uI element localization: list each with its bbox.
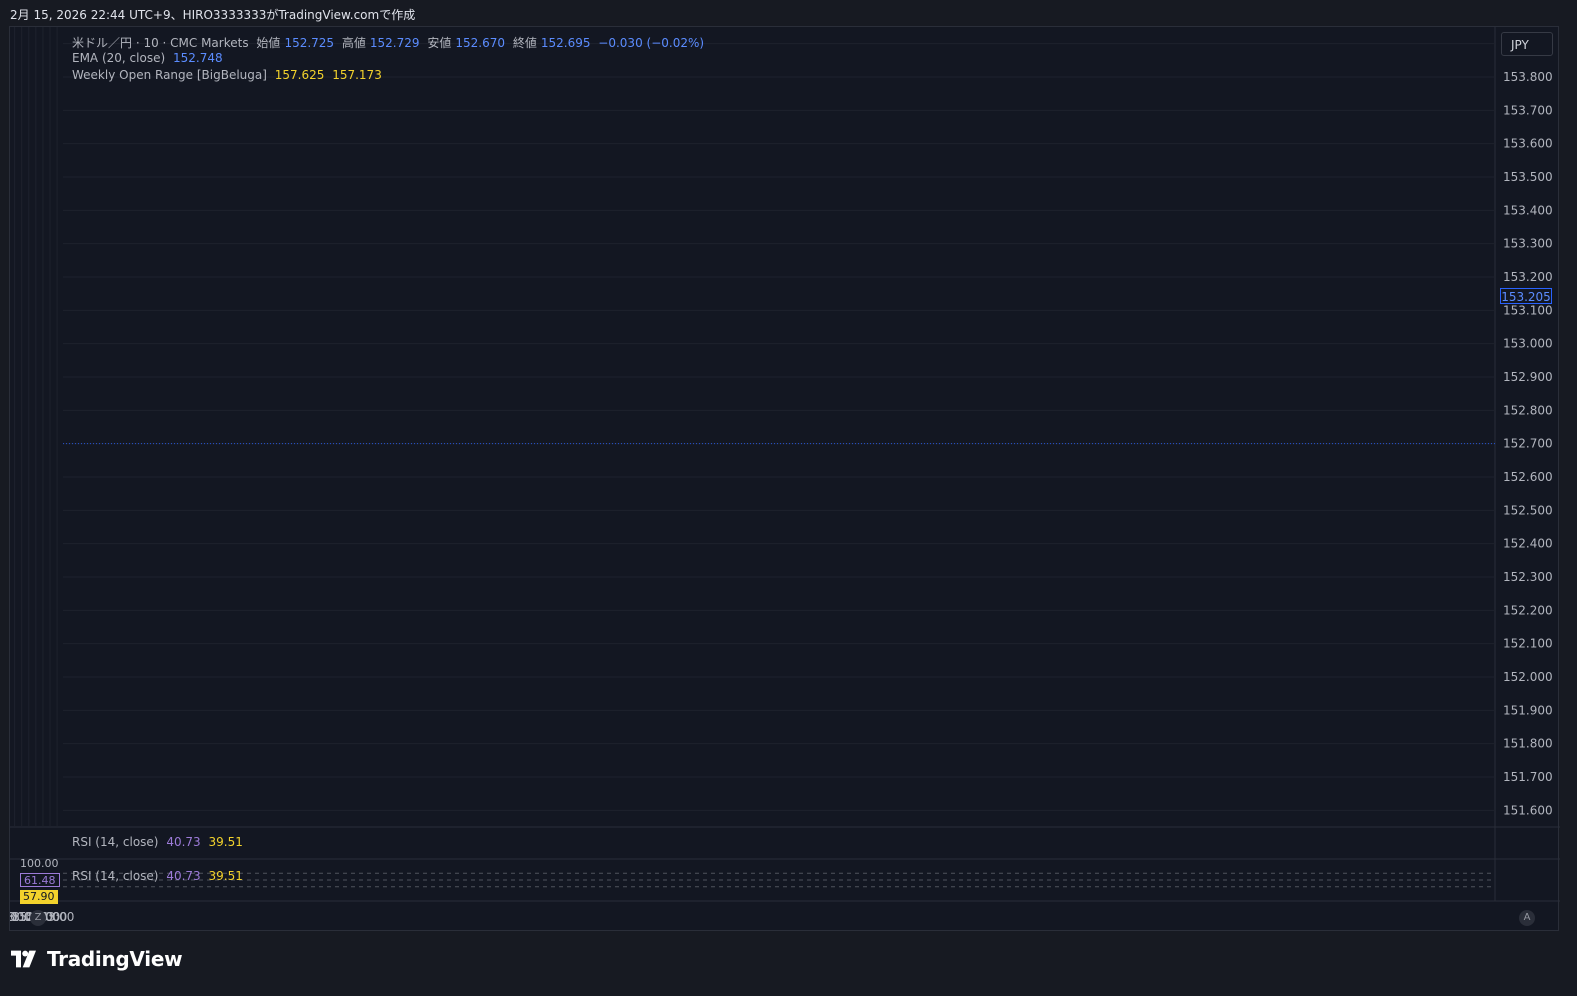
- price-axis-label: 153.800: [1503, 70, 1553, 84]
- time-axis-label: 03:00: [10, 910, 18, 924]
- low-label: 安値: [427, 36, 452, 50]
- price-axis-label: 152.000: [1503, 670, 1553, 684]
- chart-panel[interactable]: 153.900153.800153.700153.600153.500153.4…: [9, 26, 1560, 932]
- weekly-open-range-legend[interactable]: Weekly Open Range [BigBeluga] 157.625 15…: [72, 68, 386, 82]
- auto-scale-button[interactable]: A: [1519, 910, 1535, 926]
- price-axis-label: 153.100: [1503, 303, 1553, 317]
- tradingview-logo-icon: [11, 950, 36, 968]
- price-axis-label: 153.700: [1503, 103, 1553, 117]
- ema-legend[interactable]: EMA (20, close) 152.748: [72, 51, 227, 65]
- rsi-pane-value-1: 40.73: [166, 869, 201, 883]
- rsi-value-1: 40.73: [166, 835, 201, 849]
- wor-label: Weekly Open Range [BigBeluga]: [72, 68, 267, 82]
- price-axis-label: 152.900: [1503, 370, 1553, 384]
- price-axis-label: 152.600: [1503, 470, 1553, 484]
- rsi-top-label: 100.00: [20, 857, 59, 870]
- rsi-pane-legend[interactable]: RSI (14, close) 40.73 39.51: [72, 869, 247, 883]
- price-axis-label: 152.400: [1503, 537, 1553, 551]
- close-label: 終値: [512, 36, 537, 50]
- time-axis-label: 21:00: [10, 910, 32, 924]
- high-value: 152.729: [369, 36, 420, 50]
- rsi-ma-value-tag: 57.90: [20, 890, 58, 904]
- rsi-pane-value-2: 39.51: [208, 869, 243, 883]
- price-axis-label: 151.800: [1503, 737, 1553, 751]
- symbol-legend[interactable]: 米ドル／円 · 10 · CMC Markets 始値 152.725 高値 152…: [72, 34, 708, 51]
- price-axis-label: 151.700: [1503, 770, 1553, 784]
- tradingview-logo[interactable]: TradingView: [11, 947, 183, 971]
- current-price-tag: 153.205: [1500, 288, 1552, 304]
- ema-value: 152.748: [172, 51, 223, 65]
- price-axis-label: 153.500: [1503, 170, 1553, 184]
- price-axis-label: 151.900: [1503, 703, 1553, 717]
- rsi-pane-label: RSI (14, close): [72, 869, 159, 883]
- symbol-label: 米ドル／円 · 10 · CMC Markets: [72, 36, 249, 50]
- price-axis-label: 152.700: [1503, 437, 1553, 451]
- price-axis-label: 152.500: [1503, 503, 1553, 517]
- price-axis-label: 152.100: [1503, 637, 1553, 651]
- rsi-label: RSI (14, close): [72, 835, 159, 849]
- close-value: 152.695: [540, 36, 591, 50]
- wor-value-1: 157.625: [274, 68, 325, 82]
- price-axis-label: 152.800: [1503, 403, 1553, 417]
- time-axis-label: 28: [10, 910, 15, 924]
- zoom-reset-button[interactable]: Z: [30, 910, 46, 926]
- open-label: 始値: [256, 36, 281, 50]
- high-label: 高値: [341, 36, 366, 50]
- wor-value-2: 157.173: [332, 68, 382, 82]
- price-axis-label: 153.600: [1503, 137, 1553, 151]
- price-axis-label: 153.000: [1503, 337, 1553, 351]
- chart-caption: 2月 15, 2026 22:44 UTC+9、HIRO3333333がTrad…: [10, 8, 416, 22]
- price-axis-label: 153.300: [1503, 237, 1553, 251]
- rsi-value-2: 39.51: [208, 835, 243, 849]
- open-value: 152.725: [284, 36, 335, 50]
- tradingview-brand-text: TradingView: [47, 947, 183, 971]
- low-value: 152.670: [455, 36, 505, 50]
- ema-label: EMA (20, close): [72, 51, 166, 65]
- change-value: −0.030 (−0.02%): [598, 36, 705, 50]
- price-axis-label: 153.400: [1503, 203, 1553, 217]
- currency-button[interactable]: JPY: [1501, 32, 1553, 56]
- price-axis-label: 151.600: [1503, 803, 1553, 817]
- rsi-value-tag: 61.48: [20, 873, 60, 887]
- time-axis-label: 06:00: [10, 910, 11, 924]
- price-axis-label: 152.300: [1503, 570, 1553, 584]
- time-axis-label: 03:00: [40, 910, 75, 924]
- price-axis-label: 152.200: [1503, 603, 1553, 617]
- tradingview-footer: TradingView: [11, 947, 183, 971]
- rsi-legend[interactable]: RSI (14, close) 40.73 39.51: [72, 835, 247, 849]
- price-axis-label: 153.200: [1503, 270, 1553, 284]
- price-chart[interactable]: 153.900153.800153.700153.600153.500153.4…: [10, 27, 1560, 932]
